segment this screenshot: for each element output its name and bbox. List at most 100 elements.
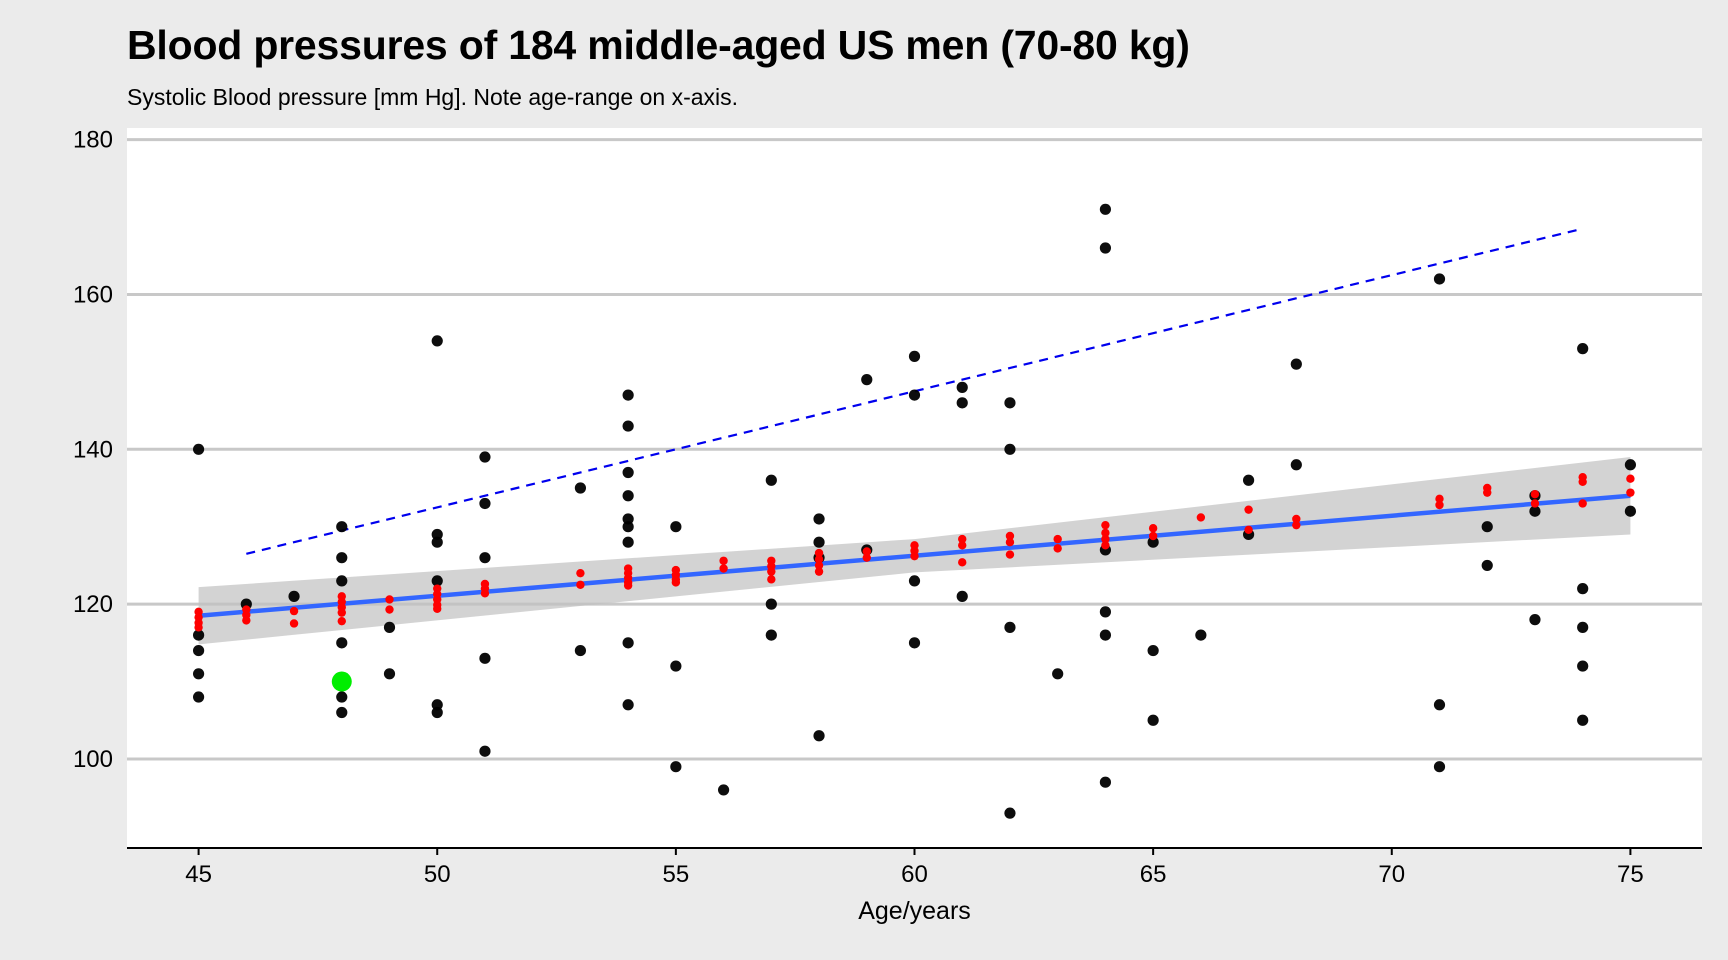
fitted-point — [1626, 488, 1635, 497]
observed-point — [1052, 668, 1064, 680]
fitted-point — [1483, 488, 1492, 497]
observed-point — [431, 575, 443, 587]
observed-point — [1195, 629, 1207, 641]
observed-point — [1577, 714, 1589, 726]
fitted-point — [1101, 541, 1110, 550]
fitted-point — [337, 616, 346, 626]
fitted-point — [1148, 531, 1158, 541]
observed-point — [813, 730, 825, 742]
fitted-point — [1244, 505, 1253, 514]
fitted-point — [814, 567, 824, 576]
axis-layer: 100 120 140 160 180 45 50 55 60 65 70 75 — [73, 127, 1702, 888]
fitted-point — [1005, 550, 1015, 559]
y-tick-label: 160 — [73, 281, 113, 308]
fitted-point — [1292, 514, 1301, 524]
observed-point — [1004, 443, 1016, 455]
x-tick-label: 65 — [1140, 861, 1167, 888]
fitted-point — [1578, 477, 1587, 487]
observed-point — [765, 629, 777, 641]
observed-point — [813, 536, 825, 548]
x-axis-label: Age/years — [858, 897, 971, 925]
observed-point — [336, 706, 348, 719]
fitted-point — [767, 567, 776, 576]
fitted-point — [385, 595, 394, 604]
fitted-point — [576, 580, 585, 589]
fitted-point — [1435, 500, 1444, 510]
observed-point — [1242, 474, 1255, 486]
observed-point — [622, 699, 634, 711]
observed-point — [1004, 621, 1016, 633]
observed-point — [622, 513, 634, 525]
observed-point — [670, 521, 682, 533]
x-tick-label: 60 — [901, 861, 928, 888]
fitted-point — [767, 575, 776, 584]
fitted-point — [1530, 489, 1540, 499]
observed-point — [1577, 343, 1589, 355]
observed-point — [336, 637, 348, 649]
observed-point — [383, 621, 396, 633]
fitted-point — [1435, 494, 1444, 504]
observed-point — [1577, 660, 1589, 672]
chart-subtitle: Systolic Blood pressure [mm Hg]. Note ag… — [127, 84, 739, 110]
fitted-point — [958, 534, 967, 544]
fitted-point — [1101, 528, 1110, 538]
fitted-point — [814, 561, 824, 570]
observed-point — [765, 474, 777, 486]
observed-point — [670, 660, 682, 672]
observed-point — [1147, 536, 1159, 548]
fitted-point — [1053, 544, 1062, 553]
fitted-point — [1101, 534, 1110, 544]
y-tick-label: 100 — [73, 746, 113, 773]
observed-point — [1624, 505, 1637, 517]
y-tick-label: 120 — [73, 591, 113, 618]
observed-point — [1481, 521, 1493, 533]
observed-point — [336, 575, 348, 587]
observed-point — [1433, 761, 1446, 773]
observed-point — [479, 652, 491, 664]
fitted-point — [194, 623, 203, 632]
fitted-point — [1626, 474, 1635, 483]
observed-point — [1099, 203, 1112, 215]
fitted-point — [242, 616, 251, 625]
observed-point — [1004, 807, 1016, 819]
observed-point — [956, 381, 968, 393]
observed-point — [1577, 583, 1589, 595]
observed-point — [431, 699, 443, 711]
observed-point — [622, 389, 634, 401]
fitted-point — [623, 581, 633, 590]
observed-point — [336, 521, 348, 533]
observed-point — [622, 536, 634, 548]
observed-point — [1529, 505, 1541, 517]
fitted-point — [1148, 524, 1158, 533]
fitted-point — [862, 547, 871, 556]
observed-point — [765, 598, 777, 610]
observed-point — [336, 691, 348, 703]
fitted-point — [862, 553, 871, 562]
y-tick-label: 140 — [73, 436, 113, 463]
highlight-point — [331, 671, 352, 692]
observed-point — [1099, 606, 1112, 618]
observed-point — [479, 451, 491, 463]
x-tick-label: 55 — [663, 861, 690, 888]
observed-point — [1577, 621, 1589, 633]
observed-point — [1147, 644, 1159, 657]
highlight-layer — [331, 671, 352, 692]
fitted-point — [1196, 513, 1206, 522]
x-tick-label: 45 — [185, 861, 212, 888]
observed-point — [908, 389, 921, 401]
observed-point — [1099, 776, 1112, 788]
observed-point — [431, 335, 443, 347]
observed-point — [1099, 242, 1112, 254]
fitted-point — [1005, 531, 1015, 541]
observed-point — [622, 521, 634, 533]
fitted-point — [671, 578, 681, 587]
observed-point — [574, 644, 587, 657]
observed-point — [1624, 459, 1637, 471]
fitted-points-layer — [194, 472, 1635, 632]
fitted-point — [1005, 537, 1015, 547]
fitted-point — [719, 564, 728, 573]
observed-point — [383, 668, 396, 680]
observed-point — [192, 629, 205, 641]
